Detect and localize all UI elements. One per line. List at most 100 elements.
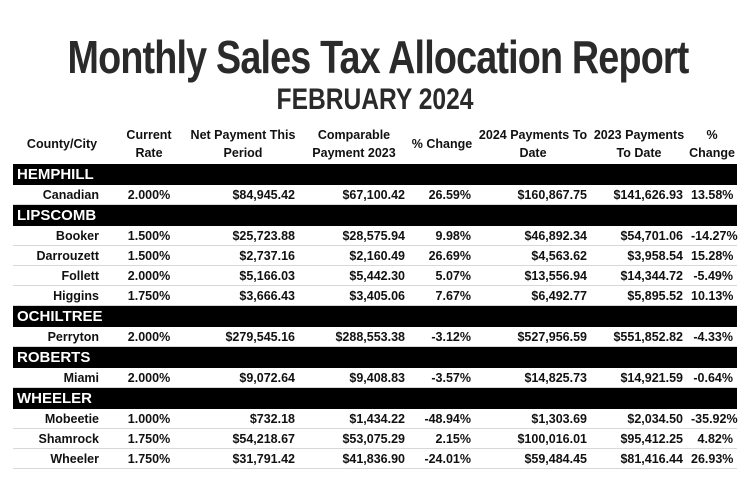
current-rate: 1.750% bbox=[111, 448, 187, 469]
col-header-pct-change: % Change bbox=[411, 137, 473, 151]
net-payment: $2,737.16 bbox=[187, 245, 299, 266]
payments-2024-to-date: $46,892.34 bbox=[475, 226, 591, 246]
current-rate: 1.000% bbox=[111, 409, 187, 429]
payments-2023-to-date: $14,344.72 bbox=[591, 265, 687, 286]
col-header-2024-to-date: 2024 Payments To Date bbox=[478, 128, 588, 160]
pct-change-to-date: -4.33% bbox=[687, 327, 737, 347]
county-group-header: HEMPHILL bbox=[13, 164, 737, 185]
table-row: Perryton 2.000% $279,545.16 $288,553.38 -3.1… bbox=[13, 327, 737, 347]
county-group-header: WHEELER bbox=[13, 387, 737, 409]
county-name: ROBERTS bbox=[13, 346, 737, 368]
city-name: Miami bbox=[13, 368, 111, 388]
pct-change-to-date: -14.27% bbox=[687, 226, 738, 246]
pct-change: -3.12% bbox=[409, 327, 475, 347]
payments-2023-to-date: $95,412.25 bbox=[591, 428, 687, 449]
pct-change-to-date: -35.92% bbox=[687, 409, 738, 429]
pct-change-to-date: 10.13% bbox=[687, 285, 737, 306]
table-row: Follett 2.000% $5,166.03 $5,442.30 5.07% $13,… bbox=[13, 265, 737, 286]
current-rate: 1.750% bbox=[111, 285, 187, 306]
payments-2023-to-date: $81,416.44 bbox=[591, 448, 687, 469]
current-rate: 2.000% bbox=[111, 368, 187, 388]
table-row: Darrouzett 1.500% $2,737.16 $2,160.49 26.69%… bbox=[13, 245, 737, 266]
payments-2024-to-date: $14,825.73 bbox=[475, 368, 591, 388]
county-group-header: LIPSCOMB bbox=[13, 204, 737, 226]
payments-2023-to-date: $5,895.52 bbox=[591, 285, 687, 306]
city-name: Mobeetie bbox=[13, 409, 111, 429]
payments-2024-to-date: $527,956.59 bbox=[475, 327, 591, 347]
county-name: OCHILTREE bbox=[13, 305, 737, 327]
net-payment: $732.18 bbox=[187, 409, 299, 429]
city-name: Perryton bbox=[13, 327, 111, 347]
comparable-payment: $9,408.83 bbox=[299, 368, 409, 388]
current-rate: 2.000% bbox=[111, 185, 187, 205]
col-header-net-payment: Net Payment This Period bbox=[190, 128, 296, 160]
net-payment: $279,545.16 bbox=[187, 327, 299, 347]
pct-change: 5.07% bbox=[409, 265, 475, 286]
payments-2024-to-date: $100,016.01 bbox=[475, 428, 591, 449]
report-subtitle: FEBRUARY 2024 bbox=[276, 83, 474, 116]
comparable-payment: $288,553.38 bbox=[299, 327, 409, 347]
pct-change: 2.15% bbox=[409, 428, 475, 449]
table-row: Wheeler 1.750% $31,791.42 $41,836.90 -24.01%… bbox=[13, 448, 737, 469]
pct-change: -24.01% bbox=[409, 448, 475, 469]
county-name: WHEELER bbox=[13, 387, 737, 409]
comparable-payment: $53,075.29 bbox=[299, 428, 409, 449]
sales-tax-table: County/City Current Rate Net Payment Thi… bbox=[13, 124, 738, 469]
net-payment: $31,791.42 bbox=[187, 448, 299, 469]
table-row: Higgins 1.750% $3,666.43 $3,405.06 7.67% $6,4… bbox=[13, 285, 737, 306]
pct-change-to-date: 26.93% bbox=[687, 448, 737, 469]
net-payment: $25,723.88 bbox=[187, 226, 299, 246]
comparable-payment: $3,405.06 bbox=[299, 285, 409, 306]
pct-change: 7.67% bbox=[409, 285, 475, 306]
net-payment: $54,218.67 bbox=[187, 428, 299, 449]
city-name: Shamrock bbox=[13, 428, 111, 449]
table-row: Miami 2.000% $9,072.64 $9,408.83 -3.57% $14,8… bbox=[13, 368, 737, 388]
payments-2024-to-date: $1,303.69 bbox=[475, 409, 591, 429]
col-header-2023-to-date: 2023 Payments To Date bbox=[593, 128, 685, 160]
payments-2023-to-date: $14,921.59 bbox=[591, 368, 687, 388]
county-name: LIPSCOMB bbox=[13, 204, 737, 226]
pct-change-to-date: -0.64% bbox=[687, 368, 737, 388]
current-rate: 1.750% bbox=[111, 428, 187, 449]
current-rate: 1.500% bbox=[111, 245, 187, 266]
payments-2024-to-date: $6,492.77 bbox=[475, 285, 591, 306]
pct-change: 26.69% bbox=[409, 245, 475, 266]
pct-change-to-date: 4.82% bbox=[687, 428, 737, 449]
current-rate: 1.500% bbox=[111, 226, 187, 246]
report-title: Monthly Sales Tax Allocation Report bbox=[67, 31, 690, 83]
comparable-payment: $41,836.90 bbox=[299, 448, 409, 469]
net-payment: $3,666.43 bbox=[187, 285, 299, 306]
comparable-payment: $2,160.49 bbox=[299, 245, 409, 266]
county-group-header: ROBERTS bbox=[13, 346, 737, 368]
col-header-current-rate: Current Rate bbox=[126, 128, 172, 160]
net-payment: $84,945.42 bbox=[187, 185, 299, 205]
payments-2023-to-date: $551,852.82 bbox=[591, 327, 687, 347]
payments-2023-to-date: $141,626.93 bbox=[591, 185, 687, 205]
pct-change: -3.57% bbox=[409, 368, 475, 388]
col-header-pct-change-ytd: % Change bbox=[689, 128, 735, 160]
county-group-header: OCHILTREE bbox=[13, 305, 737, 327]
payments-2023-to-date: $3,958.54 bbox=[591, 245, 687, 266]
payments-2024-to-date: $59,484.45 bbox=[475, 448, 591, 469]
payments-2024-to-date: $4,563.62 bbox=[475, 245, 591, 266]
comparable-payment: $28,575.94 bbox=[299, 226, 409, 246]
pct-change: 26.59% bbox=[409, 185, 475, 205]
header-row: County/City Current Rate Net Payment Thi… bbox=[13, 124, 737, 164]
payments-2024-to-date: $160,867.75 bbox=[475, 185, 591, 205]
comparable-payment: $67,100.42 bbox=[299, 185, 409, 205]
city-name: Higgins bbox=[13, 285, 111, 306]
city-name: Follett bbox=[13, 265, 111, 286]
payments-2023-to-date: $2,034.50 bbox=[591, 409, 687, 429]
col-header-county-city: County/City bbox=[26, 137, 98, 151]
comparable-payment: $5,442.30 bbox=[299, 265, 409, 286]
table-row: Booker 1.500% $25,723.88 $28,575.94 9.98% $46… bbox=[13, 226, 738, 246]
payments-2024-to-date: $13,556.94 bbox=[475, 265, 591, 286]
table-row: Mobeetie 1.000% $732.18 $1,434.22 -48.94% $1,… bbox=[13, 409, 738, 429]
net-payment: $5,166.03 bbox=[187, 265, 299, 286]
comparable-payment: $1,434.22 bbox=[299, 409, 409, 429]
pct-change: -48.94% bbox=[409, 409, 475, 429]
table-row: Canadian 2.000% $84,945.42 $67,100.42 26.59%… bbox=[13, 185, 737, 205]
pct-change-to-date: 15.28% bbox=[687, 245, 737, 266]
city-name: Wheeler bbox=[13, 448, 111, 469]
payments-2023-to-date: $54,701.06 bbox=[591, 226, 687, 246]
